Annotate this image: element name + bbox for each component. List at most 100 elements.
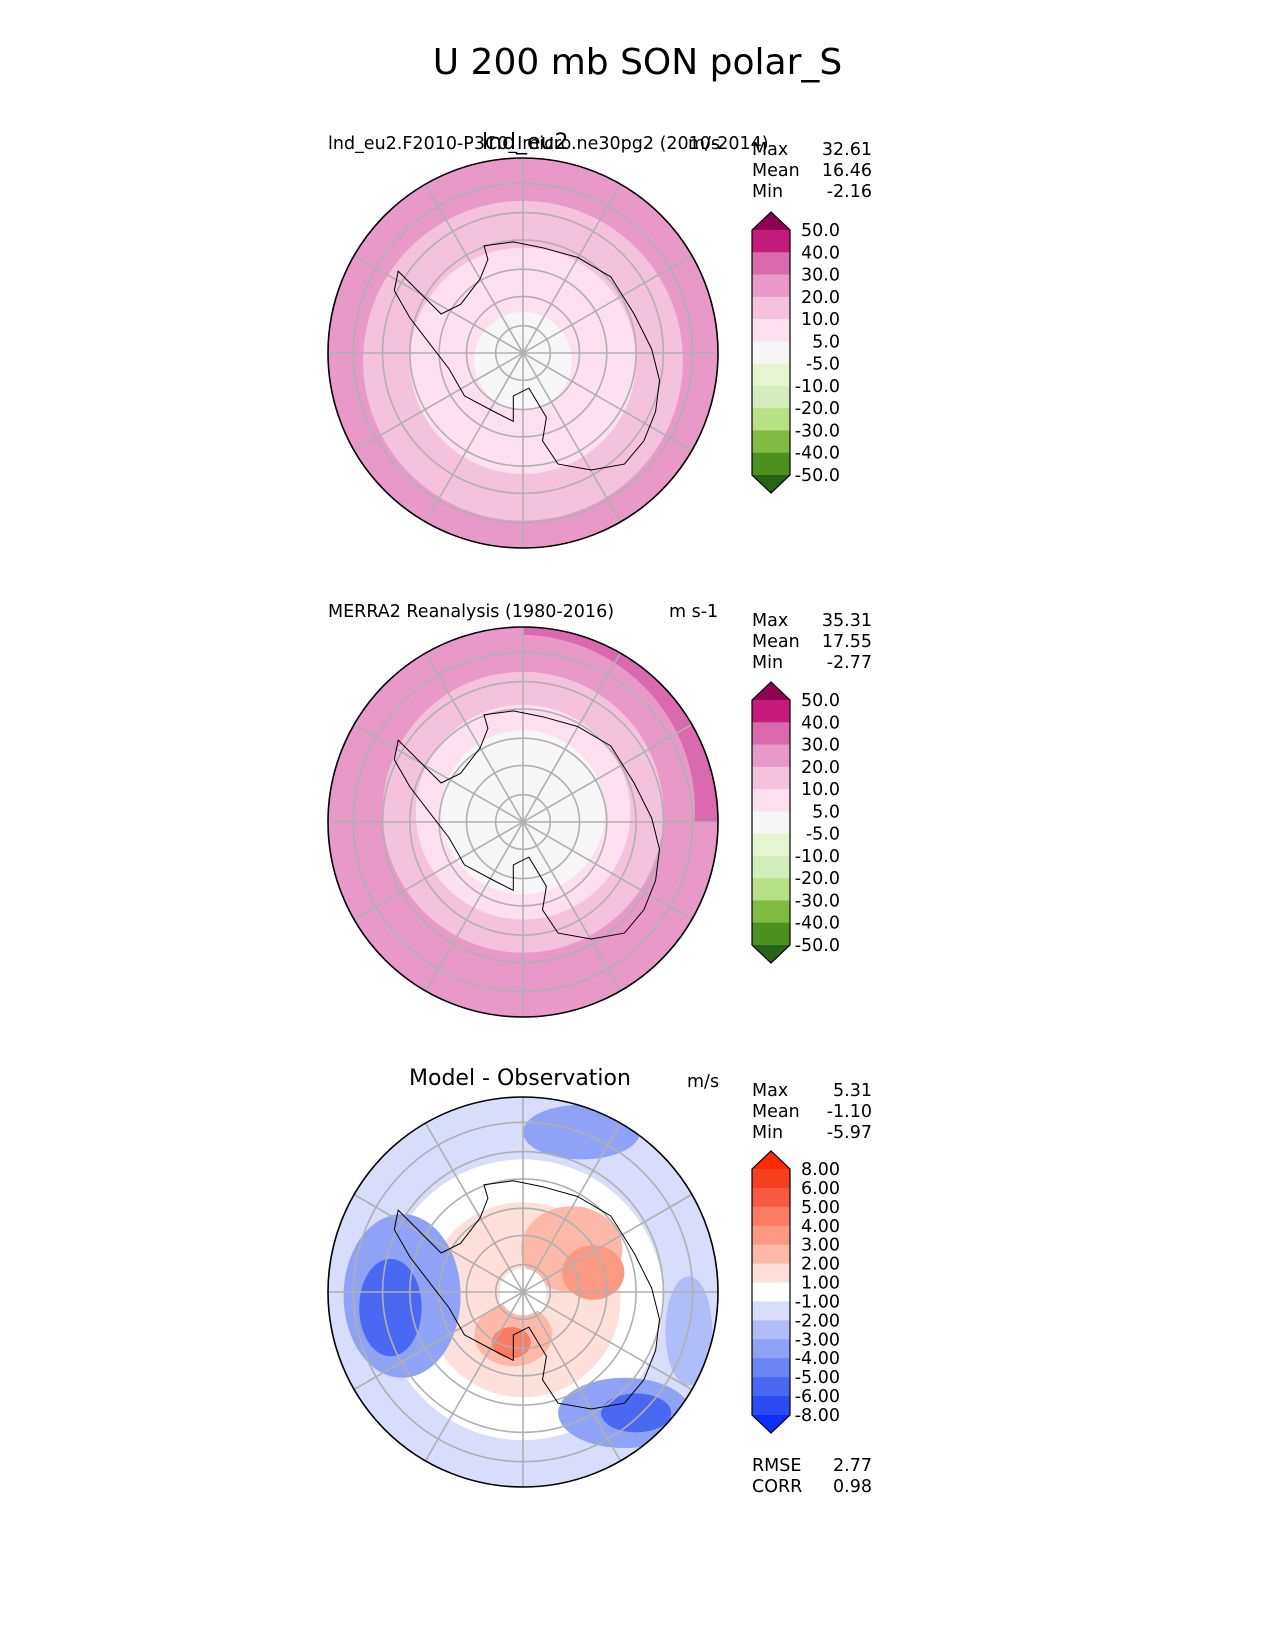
panel-2-colorbar-swatch-10	[752, 900, 790, 924]
panel-3-colorbar-tick-4: -4.00	[795, 1349, 840, 1369]
panel-1-colorbar-tick-7: 5.0	[812, 332, 840, 352]
panel-3-colorbar-tick-1: -8.00	[795, 1406, 840, 1426]
panel-1-colorbar-swatch-10	[752, 430, 790, 454]
panel-1-colorbar-tick-3: -30.0	[795, 421, 840, 441]
panel-3-title: Model - Observation	[409, 1066, 631, 1091]
panel-1-map-border	[327, 157, 719, 549]
panel-2-map-border	[327, 626, 719, 1018]
panel-3-colorbar-swatch-8	[752, 1301, 790, 1321]
panel-2-colorbar-swatch-11	[752, 922, 790, 946]
panel-3-map-border	[327, 1096, 719, 1488]
panel-3-max-label: Max	[752, 1081, 789, 1101]
panel-2-colorbar-swatch-2	[752, 722, 790, 746]
panel-2-colorbar-swatch-3	[752, 744, 790, 768]
panel-1-colorbar-tick-8: 10.0	[801, 310, 840, 330]
panel-3-colorbar-swatch-9	[752, 1320, 790, 1340]
panel-2-colorbar-tick-1: -50.0	[795, 936, 840, 956]
panel-3-units: m/s	[687, 1072, 720, 1092]
panel-2-colorbar-tick-3: -30.0	[795, 891, 840, 911]
panel-3-colorbar-swatch-2	[752, 1187, 790, 1208]
panel-3-corr-value: 0.98	[833, 1477, 872, 1497]
panel-3-colorbar-outline	[751, 1150, 791, 1434]
panel-3-anomaly-4	[601, 1393, 672, 1433]
panel-3-gridlines	[328, 1097, 718, 1487]
panel-3-colorbar-swatch-13	[752, 1396, 790, 1416]
panel-3-colorbar-tick-9: 2.00	[801, 1255, 840, 1275]
panel-1-min-label: Min	[752, 182, 784, 202]
panel-1-colorbar-swatch-6	[752, 341, 790, 365]
panel-2-min-value: -2.77	[826, 653, 872, 673]
panel-2-colorbar-swatch-6	[752, 811, 790, 835]
panel-1-colorbar-swatch-5	[752, 319, 790, 342]
panel-3-colorbar-extend-min	[752, 1415, 790, 1433]
panel-3-colorbar-swatch-10	[752, 1339, 790, 1359]
panel-2-colorbar-tick-8: 10.0	[801, 780, 840, 800]
panel-2-mean-value: 17.55	[821, 632, 872, 652]
panel-3-min-value: -5.97	[826, 1123, 872, 1143]
panel-3-colorbar-swatch-5	[752, 1244, 790, 1265]
panel-2-colorbar-tick-12: 50.0	[801, 691, 840, 711]
panel-3-colorbar-tick-8: 1.00	[801, 1274, 840, 1294]
panel-3-colorbar-tick-5: -3.00	[795, 1330, 840, 1350]
panel-1-mean-label: Mean	[752, 161, 800, 181]
panel-2-max-label: Max	[752, 611, 789, 631]
panel-1-colorbar-tick-10: 30.0	[801, 266, 840, 286]
panel-1-subtitle: lnd_eu2.F2010-P3C0_Imicro.ne30pg2 (2010-…	[328, 134, 769, 154]
panel-3-max-value: 5.31	[833, 1081, 872, 1101]
panel-1-colorbar-tick-12: 50.0	[801, 221, 840, 241]
panel-1-colorbar-swatch-7	[752, 363, 790, 387]
panel-3-colorbar-swatch-1	[752, 1169, 790, 1189]
panel-1-colorbar-tick-5: -10.0	[795, 377, 840, 397]
panel-3-colorbar-swatch-6	[752, 1263, 790, 1284]
panel-3-colorbar-tick-14: 8.00	[801, 1160, 840, 1180]
panel-3-rmse-label: RMSE	[752, 1456, 802, 1476]
panel-3-colorbar-tick-12: 5.00	[801, 1198, 840, 1218]
panel-2-colorbar-swatch-7	[752, 833, 790, 857]
panel-3-map: -8.00-6.00-5.00-4.00-3.00-2.00-1.001.002…	[327, 1096, 840, 1488]
panel-2-colorbar-tick-11: 40.0	[801, 713, 840, 733]
panel-2-colorbar-tick-4: -20.0	[795, 869, 840, 889]
panel-3-colorbar-tick-13: 6.00	[801, 1179, 840, 1199]
panel-3-rmse-value: 2.77	[833, 1456, 872, 1476]
panel-1-colorbar-swatch-4	[752, 296, 790, 320]
panel-1-colorbar-swatch-9	[752, 408, 790, 431]
panel-2-colorbar-extend-max	[752, 682, 790, 700]
panel-2-jet-band	[523, 627, 718, 822]
panel-1-colorbar-tick-4: -20.0	[795, 399, 840, 419]
panel-3-colorbar-extend-max	[752, 1151, 790, 1169]
panel-3-mean-value: -1.10	[826, 1102, 872, 1122]
panel-1-colorbar-extend-max	[752, 212, 790, 230]
panel-2-colorbar-outline	[751, 681, 791, 964]
panel-1-colorbar-swatch-8	[752, 385, 790, 409]
panel-3-colorbar-tick-7: -1.00	[795, 1292, 840, 1312]
panel-1-colorbar: -50.0-40.0 -30.0-20.0-10.0-5.0 5.010.020.0…	[751, 211, 840, 494]
panel-2-colorbar-tick-10: 30.0	[801, 736, 840, 756]
panel-1-colorbar-tick-11: 40.0	[801, 243, 840, 263]
panel-2-colorbar-swatch-9	[752, 878, 790, 901]
panel-3-meridian-6	[424, 1122, 622, 1462]
panel-1-colorbar-extend-min	[752, 475, 790, 493]
panel-1-min-value: -2.16	[826, 182, 872, 202]
panel-3-colorbar-tick-10: 3.00	[801, 1236, 840, 1256]
panel-1-map: -50.0-40.0 -30.0-20.0-10.0-5.0 5.010.020.0…	[327, 157, 840, 549]
panel-3-colorbar-tick-6: -2.00	[795, 1311, 840, 1331]
panel-2-subtitle: MERRA2 Reanalysis (1980-2016)	[328, 602, 615, 622]
panel-3-colorbar-swatch-7	[752, 1282, 790, 1302]
panel-3-colorbar-swatch-12	[752, 1377, 790, 1397]
panel-3-anomaly-10	[491, 1327, 531, 1359]
panel-1-colorbar-swatch-11	[752, 452, 790, 476]
panel-3-anomaly-8	[562, 1245, 625, 1300]
panel-2-colorbar-extend-min	[752, 945, 790, 963]
panel-1-coastline	[393, 241, 661, 471]
panel-3-anomaly-2	[359, 1258, 422, 1357]
panel-2-colorbar-tick-5: -10.0	[795, 847, 840, 867]
panel-2-units: m s-1	[669, 602, 719, 622]
figure-title: U 200 mb SON polar_S	[432, 42, 843, 83]
panel-1-colorbar-swatch-2	[752, 252, 790, 276]
panel-2-colorbar-swatch-5	[752, 789, 790, 812]
panel-2-colorbar-swatch-8	[752, 855, 790, 879]
panel-3-mean-label: Mean	[752, 1102, 800, 1122]
panel-2-colorbar-tick-7: 5.0	[812, 802, 840, 822]
panel-1-colorbar-tick-6: -5.0	[806, 355, 840, 375]
